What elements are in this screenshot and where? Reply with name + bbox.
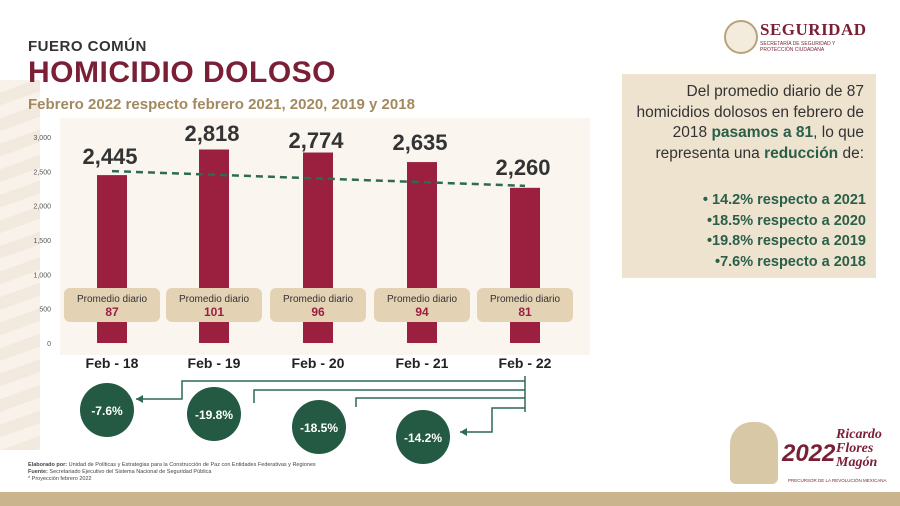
- bottom-bar: [0, 492, 900, 506]
- y-tick-label: 3,000: [33, 135, 51, 142]
- connector-feb19: [253, 389, 525, 403]
- portrait-icon: [730, 422, 778, 484]
- value-label: 2,260: [495, 155, 550, 180]
- y-tick-label: 1,000: [33, 272, 51, 279]
- left-decoration: [0, 80, 40, 450]
- badge-year: 2022: [782, 440, 836, 467]
- badge-tagline: PRECURSOR DE LA REVOLUCIÓN MEXICANA: [788, 478, 887, 483]
- daily-average-box: [166, 288, 262, 322]
- category-label: Feb - 21: [396, 355, 449, 371]
- daily-average-value: 94: [415, 305, 429, 319]
- summary-highlight-1: pasamos a 81: [711, 124, 814, 141]
- footnote-elaborado: Unidad de Políticas y Estrategias para l…: [67, 462, 316, 468]
- reduction-item: •19.8% respecto a 2019: [706, 233, 866, 249]
- value-label: 2,635: [392, 130, 447, 155]
- value-label: 2,818: [184, 121, 239, 146]
- daily-average-value: 81: [518, 305, 532, 319]
- page-title: HOMICIDIO DOLOSO: [28, 56, 336, 89]
- category-label: Feb - 20: [292, 355, 345, 371]
- seguridad-logo: SEGURIDAD SECRETARÍA DE SEGURIDAD Y PROT…: [724, 20, 884, 54]
- daily-average-value: 96: [311, 305, 325, 319]
- value-label: 2,774: [288, 128, 344, 153]
- footnote-fuente: Secretariado Ejecutivo del Sistema Nacio…: [47, 469, 212, 475]
- summary-highlight-2: reducción: [764, 144, 839, 162]
- arrow-icon: [136, 395, 143, 403]
- footnote-elaborado-label: Elaborado por:: [28, 462, 68, 468]
- logo-name: SEGURIDAD: [760, 20, 867, 39]
- summary-text-3: de:: [838, 144, 864, 162]
- page-overline: FUERO COMÚN: [28, 38, 147, 55]
- comparison-label: -14.2%: [404, 431, 442, 445]
- summary-text-1: Del promedio diario de 87 homicidios dol…: [636, 83, 864, 141]
- daily-average-value: 101: [204, 305, 224, 319]
- value-label: 2,445: [82, 144, 137, 169]
- y-tick-label: 2,500: [33, 169, 51, 176]
- daily-average-label: Promedio diario: [179, 294, 249, 305]
- comparison-label: -19.8%: [195, 408, 233, 422]
- trend-line: [111, 169, 526, 188]
- summary-box: Del promedio diario de 87 homicidios dol…: [622, 74, 876, 278]
- daily-average-box: [374, 288, 470, 322]
- daily-average-value: 87: [105, 305, 119, 319]
- comparison-label: -7.6%: [91, 404, 123, 418]
- y-tick-label: 0: [47, 341, 51, 348]
- comparison-circle: [187, 387, 241, 441]
- y-tick-label: 2,000: [33, 204, 51, 211]
- page-subtitle: Febrero 2022 respecto febrero 2021, 2020…: [28, 96, 415, 113]
- daily-average-label: Promedio diario: [490, 294, 560, 305]
- footnote-fuente-label: Fuente:: [28, 469, 48, 475]
- daily-average-label: Promedio diario: [387, 294, 457, 305]
- logo-subtext: SECRETARÍA DE SEGURIDAD Y PROTECCIÓN CIU…: [760, 41, 836, 53]
- connector-feb18: [136, 380, 525, 400]
- category-label: Feb - 19: [188, 355, 241, 371]
- reduction-item: •7.6% respecto a 2018: [715, 253, 866, 270]
- category-label: Feb - 18: [86, 355, 139, 371]
- daily-average-label: Promedio diario: [283, 294, 353, 305]
- daily-average-box: [477, 288, 573, 322]
- daily-average-label: Promedio diario: [77, 294, 147, 305]
- daily-average-box: [270, 288, 366, 322]
- y-tick-label: 500: [39, 307, 51, 314]
- seal-icon: [724, 20, 758, 54]
- comparison-circle: [396, 410, 450, 464]
- arrow-icon: [460, 428, 467, 436]
- footnote-projection: * Proyección febrero 2022: [28, 476, 92, 482]
- connector-feb20: [355, 397, 525, 407]
- reduction-item: •18.5% respecto a 2020: [706, 212, 866, 229]
- comparison-circle: [80, 383, 134, 437]
- badge-name: Ricardo Flores Magón: [836, 427, 882, 470]
- comparison-label: -18.5%: [300, 421, 338, 435]
- footnotes: Elaborado por: Unidad de Políticas y Est…: [28, 462, 428, 483]
- y-tick-label: 1,500: [33, 238, 51, 245]
- reduction-list: • 14.2% respecto a 2021 •18.5% respecto …: [622, 190, 866, 272]
- connector-feb21: [460, 407, 525, 433]
- summary-text: Del promedio diario de 87 homicidios dol…: [622, 82, 864, 164]
- commemorative-badge: 2022 Ricardo Flores Magón PRECURSOR DE L…: [728, 418, 888, 490]
- category-label: Feb - 22: [499, 355, 552, 371]
- summary-text-2: , lo que representa una: [655, 124, 864, 162]
- reduction-item: • 14.2% respecto a 2021: [702, 192, 866, 208]
- daily-average-box: [64, 288, 160, 322]
- comparison-circle: [292, 400, 346, 454]
